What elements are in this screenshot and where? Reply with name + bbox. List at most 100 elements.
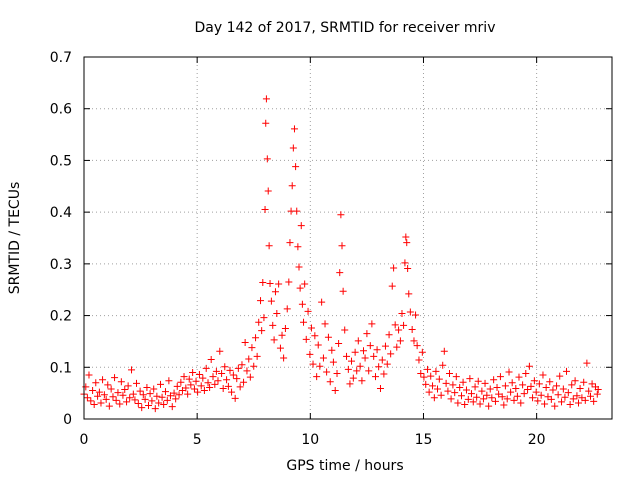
data-point [259,278,267,286]
data-point [253,352,261,360]
data-point [307,324,315,332]
data-point [395,326,403,334]
data-point [266,280,274,288]
data-point [269,321,277,329]
data-point [323,368,331,376]
data-point [333,369,341,377]
data-point [404,265,412,273]
data-point [168,403,176,411]
data-point [473,393,481,401]
data-point [302,335,310,343]
data-point [412,311,420,319]
data-point [216,347,224,355]
data-point [380,370,388,378]
data-point [524,386,532,394]
data-point [324,333,332,341]
data-point [449,381,457,389]
data-point [549,386,557,394]
data-point [94,392,102,400]
data-point [546,378,554,386]
data-point [199,374,207,382]
y-tick-label: 0.7 [50,50,72,66]
y-tick-label: 0.6 [50,102,72,118]
x-tick-label: 0 [80,432,89,448]
data-point [182,384,190,392]
data-point [343,352,351,360]
data-point [500,401,508,409]
data-point [396,337,404,345]
data-point [278,331,286,339]
data-point [368,320,376,328]
data-point [139,391,147,399]
data-point [309,360,317,368]
data-point [133,379,141,387]
y-tick-label: 0.1 [50,360,72,376]
data-point [285,278,293,286]
data-point [553,382,561,390]
data-point [440,347,448,355]
data-point [398,310,406,318]
data-point [99,376,107,384]
data-point [530,377,538,385]
data-point [121,386,129,394]
data-point [321,320,329,328]
data-point [112,396,120,404]
chart-title: Day 142 of 2017, SRMTID for receiver mri… [195,20,496,36]
y-tick-label: 0.4 [50,205,72,221]
data-point [173,382,181,390]
data-point [559,385,567,393]
data-point [478,387,486,395]
data-point [393,343,401,351]
data-point [495,390,503,398]
data-point [293,207,301,215]
data-point [430,394,438,402]
data-point [129,390,137,398]
data-point [558,398,566,406]
x-tick-label: 20 [528,432,546,448]
data-point [415,356,423,364]
data-point [498,393,506,401]
data-point [466,375,474,383]
data-point [311,332,319,340]
data-point [447,395,455,403]
data-point [326,378,334,386]
data-point [82,383,90,391]
data-point [295,263,303,271]
data-point [338,242,346,250]
data-point [370,352,378,360]
data-point [566,401,574,409]
data-point [469,398,477,406]
data-point [365,367,373,375]
data-point [401,259,409,267]
data-point [290,125,298,133]
data-point [371,373,379,381]
data-point [190,385,198,393]
data-point [542,383,550,391]
data-point [344,365,352,373]
data-point [588,380,596,388]
data-point [348,357,356,365]
data-point [585,387,593,395]
data-point [331,387,339,395]
data-point [529,394,537,402]
data-point [146,390,154,398]
data-point [160,401,168,409]
data-point [496,373,504,381]
data-point [161,388,169,396]
data-point [488,394,496,402]
data-point [515,373,523,381]
data-point [177,378,185,386]
data-point [576,384,584,392]
data-point [417,369,425,377]
data-point [353,367,361,375]
data-point [187,381,195,389]
data-point [248,344,256,352]
data-point [313,373,321,381]
data-point [136,387,144,395]
data-point [134,399,142,407]
data-point [459,378,467,386]
data-point [107,385,115,393]
x-tick-label: 10 [301,432,319,448]
x-tick-label: 5 [193,432,202,448]
data-point [123,398,131,406]
